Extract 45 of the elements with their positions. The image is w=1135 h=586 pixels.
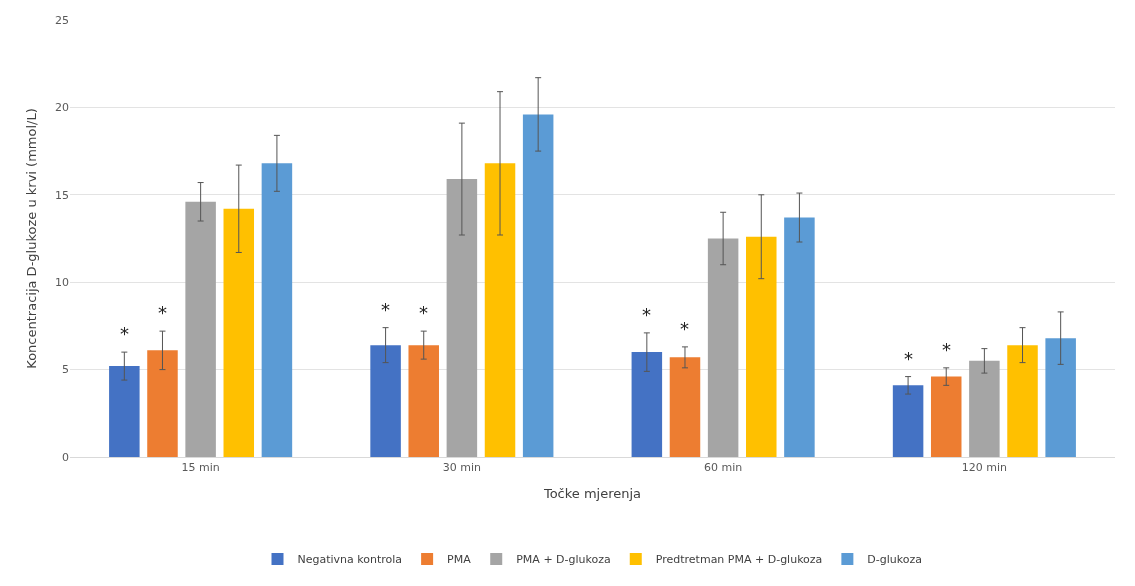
- data-label: *: [419, 302, 428, 323]
- x-tick-label: 30 min: [442, 461, 482, 475]
- legend-label: Negativna kontrola: [297, 553, 403, 567]
- bar: [408, 345, 439, 457]
- y-axis-title: Koncentracija D-glukoze u krvi (mmol/L): [23, 108, 39, 369]
- x-tick-label: 60 min: [704, 461, 743, 475]
- bar: [746, 236, 777, 457]
- y-tick-label: 25: [55, 13, 69, 27]
- x-tick-label: 120 min: [961, 461, 1008, 475]
- bar: [631, 352, 663, 457]
- bar: [669, 357, 701, 457]
- y-tick-label: 5: [62, 363, 69, 377]
- bar: [969, 360, 1000, 457]
- legend-label: PMA: [447, 553, 472, 567]
- y-tick-label: 20: [55, 101, 69, 115]
- bar: [707, 238, 739, 457]
- bar: [930, 376, 962, 457]
- data-label: *: [381, 299, 390, 320]
- legend-label: D-glukoza: [867, 553, 923, 567]
- data-label: *: [680, 318, 689, 339]
- x-tick-label: 15 min: [181, 461, 220, 475]
- bar: [522, 114, 554, 457]
- data-label: *: [158, 302, 167, 323]
- y-tick-label: 10: [55, 276, 69, 290]
- bar: [484, 163, 516, 457]
- bar: [1007, 345, 1038, 457]
- data-label: *: [642, 304, 651, 325]
- bar: [1045, 338, 1076, 457]
- y-tick-label: 15: [55, 188, 69, 202]
- data-label: *: [120, 323, 129, 344]
- bar: [784, 217, 815, 457]
- bar: [223, 208, 255, 457]
- data-label: *: [904, 348, 913, 369]
- bar: [185, 201, 216, 457]
- x-axis-title: Točke mjerenja: [542, 485, 642, 501]
- bar: [147, 350, 178, 457]
- bar: [446, 179, 478, 457]
- bar: [892, 385, 924, 457]
- bar: [261, 163, 293, 457]
- bar: [109, 366, 140, 457]
- y-tick-label: 0: [62, 450, 69, 464]
- legend-label: Predtretman PMA + D-glukoza: [655, 553, 823, 567]
- data-label: *: [942, 339, 951, 360]
- legend-label: PMA + D-glukoza: [516, 553, 611, 567]
- bar: [370, 345, 401, 457]
